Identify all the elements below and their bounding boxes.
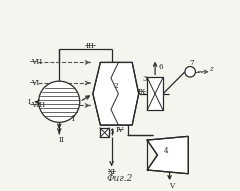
Circle shape — [39, 81, 80, 122]
Text: 3: 3 — [142, 75, 147, 83]
Text: 4: 4 — [163, 147, 168, 155]
Text: IV: IV — [116, 126, 124, 134]
Text: 6: 6 — [158, 63, 163, 71]
Text: III: III — [86, 42, 95, 50]
Text: IX: IX — [138, 88, 146, 96]
Text: z: z — [209, 65, 213, 73]
Text: 5: 5 — [110, 128, 114, 136]
Text: 2: 2 — [113, 82, 118, 90]
Text: 1: 1 — [70, 115, 75, 123]
Text: VI: VI — [31, 79, 39, 87]
Polygon shape — [93, 62, 139, 125]
Polygon shape — [147, 136, 188, 174]
Text: VIII: VIII — [31, 101, 45, 109]
Circle shape — [185, 66, 195, 77]
Bar — [100, 128, 109, 137]
Text: I: I — [28, 98, 31, 106]
Text: 7: 7 — [190, 59, 194, 67]
Bar — [147, 77, 163, 110]
Text: II: II — [58, 136, 64, 144]
Text: XI: XI — [108, 168, 116, 176]
Text: Фиг.2: Фиг.2 — [107, 174, 133, 183]
Text: VII: VII — [31, 58, 42, 66]
Text: V: V — [169, 182, 174, 190]
